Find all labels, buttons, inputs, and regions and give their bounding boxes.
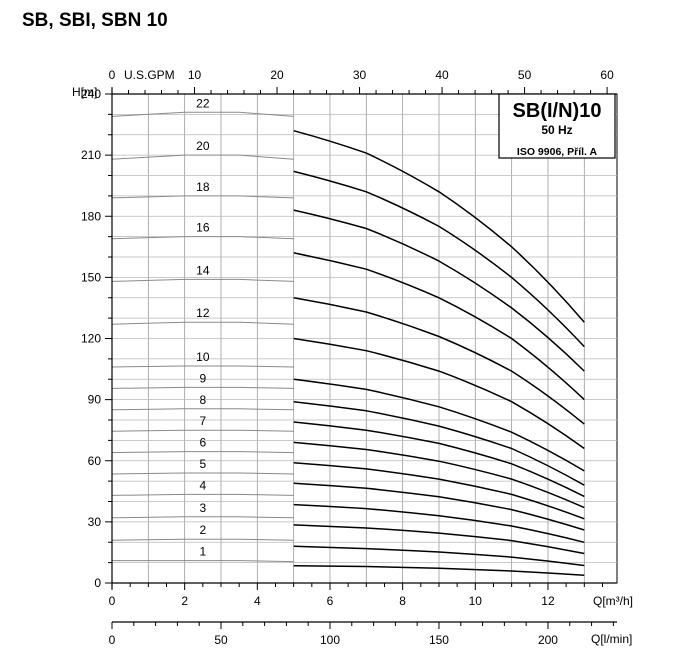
x-tick-label-0: 0 (109, 594, 116, 608)
curve-label-16: 16 (196, 221, 210, 235)
curve-label-12: 12 (196, 306, 210, 320)
pump-curve-5 (293, 482, 585, 531)
pump-curve-6 (293, 462, 585, 520)
grid (111, 93, 618, 584)
gpm-tick-label-30: 30 (353, 68, 367, 82)
curve-label-14: 14 (196, 263, 210, 277)
curve-label-7: 7 (199, 414, 206, 428)
faint-curve-16 (111, 236, 294, 240)
curve-label-20: 20 (196, 139, 210, 153)
chart-title: SB(I/N)10 (513, 100, 602, 122)
curve-label-9: 9 (199, 371, 206, 385)
lmin-tick-label-150: 150 (429, 633, 449, 647)
y-tick-label-180: 180 (81, 209, 101, 223)
y-tick-label-210: 210 (81, 148, 101, 162)
gpm-axis-label: U.S.GPM (124, 68, 175, 82)
faint-curve-12 (111, 321, 294, 325)
legend-box: SB(I/N)10 50 Hz ISO 9906, Příl. A (498, 93, 616, 159)
x-tick-label-8: 8 (399, 594, 406, 608)
y-axis-label: H[m] (72, 85, 97, 99)
faint-curve-4 (111, 493, 294, 496)
pump-curve-2 (293, 545, 585, 567)
curve-label-6: 6 (199, 436, 206, 450)
x-tick-label-12: 12 (541, 594, 555, 608)
y-tick-label-60: 60 (88, 454, 102, 468)
lmin-tick-label-50: 50 (214, 633, 228, 647)
faint-curve-10 (111, 365, 294, 368)
faint-curve-9 (111, 386, 294, 389)
pump-curve-22 (293, 129, 585, 323)
faint-curve-2 (111, 538, 294, 541)
faint-curve-3 (111, 516, 294, 519)
pump-curve-9 (293, 400, 585, 486)
faint-curve-18 (111, 195, 294, 199)
gpm-tick-label-20: 20 (270, 68, 284, 82)
y-tick-label-120: 120 (81, 332, 101, 346)
x2-axis-label: Q[l/min] (591, 632, 632, 646)
pump-curve-20 (293, 170, 585, 348)
x-tick-label-10: 10 (469, 594, 483, 608)
curve-label-8: 8 (199, 393, 206, 407)
curve-label-18: 18 (196, 180, 210, 194)
gpm-tick-label-10: 10 (188, 68, 202, 82)
chart-standard-note: ISO 9906, Příl. A (517, 146, 598, 158)
gpm-tick-label-50: 50 (518, 68, 532, 82)
pump-curve-16 (293, 252, 585, 401)
pump-curve-18 (293, 209, 585, 372)
page-heading: SB, SBI, SBN 10 (22, 10, 168, 31)
x-tick-label-6: 6 (327, 594, 334, 608)
pump-curve-14 (293, 297, 585, 425)
x-axis-label: Q[m³/h] (593, 594, 633, 608)
curve-label-2: 2 (199, 523, 206, 537)
curve-label-4: 4 (199, 478, 206, 492)
y-tick-label-0: 0 (94, 576, 101, 590)
lmin-tick-label-100: 100 (320, 633, 340, 647)
y-tick-label-150: 150 (81, 270, 101, 284)
faint-curves (111, 111, 294, 563)
faint-curve-6 (111, 451, 294, 454)
faint-curve-8 (111, 408, 294, 411)
curve-label-22: 22 (196, 96, 210, 110)
y-tick-label-90: 90 (88, 393, 102, 407)
bold-curves (293, 129, 585, 577)
faint-curve-7 (111, 429, 294, 432)
curve-label-10: 10 (196, 350, 210, 364)
gpm-tick-label-60: 60 (600, 68, 614, 82)
gpm-tick-label-40: 40 (435, 68, 449, 82)
faint-curve-20 (111, 154, 294, 160)
gpm-tick-label-0: 0 (109, 68, 116, 82)
faint-curve-14 (111, 278, 294, 282)
pump-curve-1 (293, 564, 585, 577)
curve-label-5: 5 (199, 457, 206, 471)
y-tick-label-240: 240 (81, 87, 101, 101)
curve-label-1: 1 (199, 545, 206, 559)
pump-curve-12 (293, 337, 585, 450)
faint-curve-1 (112, 560, 294, 563)
pump-curve-10 (293, 378, 585, 472)
x-tick-label-2: 2 (181, 594, 188, 608)
chart-frequency: 50 Hz (541, 123, 572, 137)
faint-curve-5 (111, 472, 294, 475)
curve-label-3: 3 (199, 501, 206, 515)
lmin-tick-label-200: 200 (538, 633, 558, 647)
pump-curve-3 (293, 524, 585, 555)
x-tick-label-4: 4 (254, 594, 261, 608)
y-tick-label-30: 30 (88, 515, 102, 529)
pump-curve-7 (293, 441, 585, 509)
faint-curve-22 (111, 111, 294, 117)
lmin-tick-label-0: 0 (109, 633, 116, 647)
pump-curve-8 (293, 421, 585, 498)
pump-curve-4 (293, 503, 585, 544)
